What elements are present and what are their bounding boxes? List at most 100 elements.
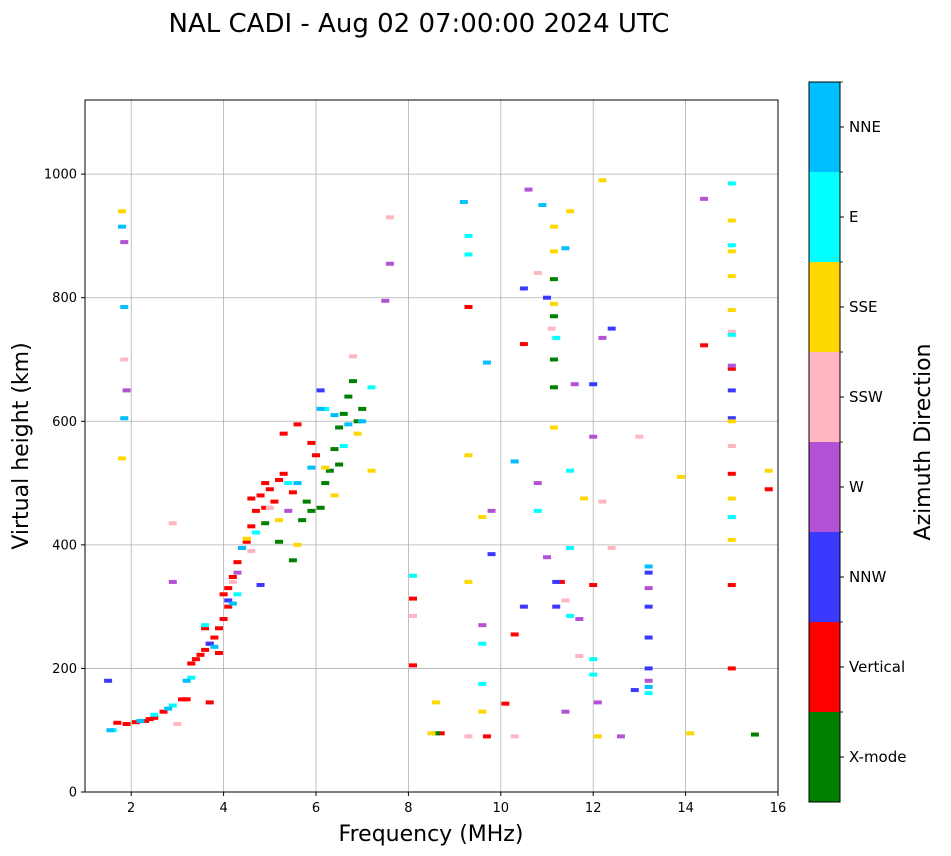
echo-mark — [293, 422, 302, 427]
echo-mark — [284, 481, 293, 486]
echo-mark — [168, 521, 177, 526]
echo-mark — [348, 379, 357, 384]
echo-mark — [205, 700, 214, 705]
echo-mark — [549, 314, 558, 319]
echo-mark — [566, 613, 575, 618]
echo-mark — [307, 465, 316, 470]
echo-mark — [298, 518, 307, 523]
echo-mark — [120, 416, 129, 421]
x-axis-ticks: 2 4 6 8 10 12 14 16 — [127, 792, 786, 816]
echo-mark — [575, 617, 584, 621]
echo-mark — [120, 240, 129, 245]
echo-mark — [358, 419, 367, 424]
echo-mark — [381, 298, 390, 303]
echo-mark — [464, 233, 473, 238]
echo-mark — [630, 688, 639, 693]
echo-mark — [106, 728, 115, 733]
echo-mark — [210, 644, 219, 649]
x-tick-label: 2 — [127, 801, 135, 816]
echo-mark — [187, 675, 196, 680]
echo-mark — [487, 508, 496, 513]
echo-mark — [482, 734, 491, 739]
plot-frame — [84, 99, 779, 793]
echo-mark — [764, 487, 773, 492]
echo-mark — [242, 536, 251, 541]
echo-mark — [214, 650, 223, 655]
echo-mark — [321, 406, 330, 411]
echo-mark — [228, 579, 237, 584]
echo-mark — [409, 596, 418, 601]
echo-mark — [205, 641, 214, 646]
echo-mark — [279, 431, 288, 436]
echo-mark — [616, 734, 625, 739]
echo-mark — [727, 419, 736, 424]
echo-mark — [330, 413, 339, 418]
colorbar-segment — [809, 172, 840, 262]
echo-mark — [727, 583, 736, 588]
echo-mark — [367, 385, 376, 390]
echo-mark — [478, 709, 487, 714]
echo-mark — [196, 652, 205, 657]
echo-mark — [168, 579, 177, 584]
echo-mark — [727, 243, 736, 248]
series-vertical — [113, 304, 773, 739]
echo-mark — [348, 354, 357, 359]
echo-mark — [256, 583, 265, 588]
echo-mark — [409, 573, 418, 578]
series-w — [120, 187, 736, 739]
y-tick-label: 800 — [52, 291, 77, 306]
echo-mark — [566, 468, 575, 473]
echo-mark — [120, 304, 129, 309]
echo-mark — [321, 465, 330, 470]
echo-mark — [279, 471, 288, 476]
echo-mark — [164, 706, 173, 711]
echo-mark — [122, 388, 131, 393]
chart-title: NAL CADI - Aug 02 07:00:00 2024 UTC — [169, 9, 670, 39]
colorbar-segment — [809, 352, 840, 442]
colorbar: X-mode Vertical NNW W SSW SSE E NNE — [809, 81, 906, 802]
echo-mark — [201, 647, 210, 652]
echo-mark — [510, 459, 519, 464]
echo-mark — [644, 678, 653, 683]
echo-mark — [275, 518, 284, 523]
echo-mark — [478, 623, 487, 628]
echo-mark — [727, 388, 736, 393]
echo-mark — [598, 499, 607, 504]
echo-mark — [288, 558, 297, 563]
echo-mark — [131, 720, 140, 725]
x-tick-label: 4 — [219, 801, 227, 816]
echo-mark — [178, 697, 187, 702]
echo-mark — [238, 545, 247, 550]
echo-mark — [593, 700, 602, 705]
echo-mark — [464, 304, 473, 309]
echo-mark — [427, 731, 436, 736]
echo-mark — [644, 684, 653, 689]
echo-mark — [487, 552, 496, 557]
echo-mark — [598, 335, 607, 340]
echo-mark — [353, 431, 362, 436]
echo-mark — [409, 613, 418, 618]
echo-mark — [552, 335, 561, 340]
echo-mark — [533, 271, 542, 275]
echo-mark — [549, 249, 558, 254]
colorbar-segment — [809, 82, 840, 172]
y-tick-label: 0 — [69, 786, 77, 801]
echo-mark — [549, 357, 558, 362]
echo-mark — [224, 598, 233, 603]
echo-mark — [644, 666, 653, 671]
echo-mark — [330, 493, 339, 498]
echo-mark — [251, 530, 260, 535]
echo-mark — [727, 181, 736, 186]
echo-mark — [150, 712, 159, 717]
echo-mark — [344, 422, 353, 427]
echo-mark — [589, 657, 598, 662]
echo-mark — [549, 425, 558, 430]
echo-mark — [284, 508, 293, 513]
echo-mark — [353, 419, 362, 424]
echo-mark — [727, 308, 736, 313]
echo-mark — [727, 274, 736, 279]
echo-mark — [288, 490, 297, 495]
echo-mark — [547, 326, 556, 331]
echo-mark — [201, 626, 210, 631]
echo-mark — [120, 357, 129, 362]
